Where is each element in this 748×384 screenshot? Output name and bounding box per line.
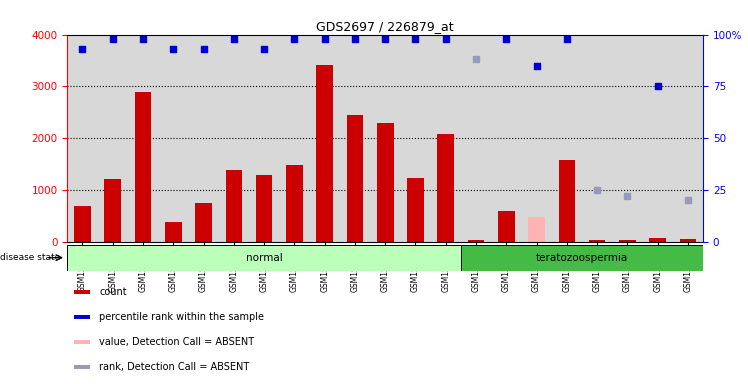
Bar [256, 175, 272, 242]
Bar [407, 178, 424, 242]
Bar [431, 35, 461, 242]
Point [228, 36, 240, 42]
Bar [528, 217, 545, 242]
Text: teratozoospermia: teratozoospermia [536, 253, 628, 263]
Bar [680, 239, 696, 242]
Point [258, 46, 270, 52]
Bar [498, 211, 515, 242]
Bar [135, 92, 151, 242]
Bar [73, 315, 90, 319]
Point [622, 193, 634, 199]
Bar [438, 134, 454, 242]
Text: percentile rank within the sample: percentile rank within the sample [99, 312, 264, 322]
Bar [589, 240, 605, 242]
Bar [521, 35, 552, 242]
Bar [468, 240, 485, 242]
Bar [649, 238, 666, 242]
Point [107, 36, 119, 42]
Bar [249, 35, 279, 242]
Bar [400, 35, 431, 242]
Text: rank, Detection Call = ABSENT: rank, Detection Call = ABSENT [99, 362, 249, 372]
Bar [673, 35, 703, 242]
Point [682, 197, 694, 204]
Bar [74, 206, 91, 242]
Bar [559, 160, 575, 242]
Bar [158, 35, 188, 242]
Bar [619, 240, 636, 242]
Point [319, 36, 331, 42]
Point [76, 46, 88, 52]
Point [652, 83, 663, 89]
Bar [279, 35, 310, 242]
Bar [552, 35, 582, 242]
Text: value, Detection Call = ABSENT: value, Detection Call = ABSENT [99, 337, 254, 347]
Point [500, 36, 512, 42]
Text: disease state: disease state [0, 253, 61, 262]
Bar [461, 245, 703, 271]
Bar [643, 35, 673, 242]
Bar [97, 35, 128, 242]
Bar [491, 35, 521, 242]
Point [137, 36, 149, 42]
Title: GDS2697 / 226879_at: GDS2697 / 226879_at [316, 20, 454, 33]
Bar [188, 35, 218, 242]
Bar [310, 35, 340, 242]
Bar [340, 35, 370, 242]
Text: normal: normal [246, 253, 283, 263]
Point [561, 36, 573, 42]
Bar [128, 35, 158, 242]
Bar [377, 123, 393, 242]
Point [470, 56, 482, 63]
Bar [225, 170, 242, 242]
Point [349, 36, 361, 42]
Bar [346, 116, 364, 242]
Bar [165, 222, 182, 242]
Point [591, 187, 603, 193]
Point [409, 36, 421, 42]
Bar [73, 365, 90, 369]
Point [440, 36, 452, 42]
Bar [286, 165, 303, 242]
Bar [67, 35, 97, 242]
Bar [218, 35, 249, 242]
Point [197, 46, 209, 52]
Bar [73, 290, 90, 294]
Bar [613, 35, 643, 242]
Bar [582, 35, 613, 242]
Bar [105, 179, 121, 242]
Bar [67, 245, 461, 271]
Bar [195, 202, 212, 242]
Bar [461, 35, 491, 242]
Point [289, 36, 301, 42]
Point [379, 36, 391, 42]
Bar [370, 35, 400, 242]
Point [168, 46, 180, 52]
Point [530, 63, 542, 69]
Text: count: count [99, 287, 126, 297]
Bar [316, 65, 333, 242]
Bar [73, 340, 90, 344]
